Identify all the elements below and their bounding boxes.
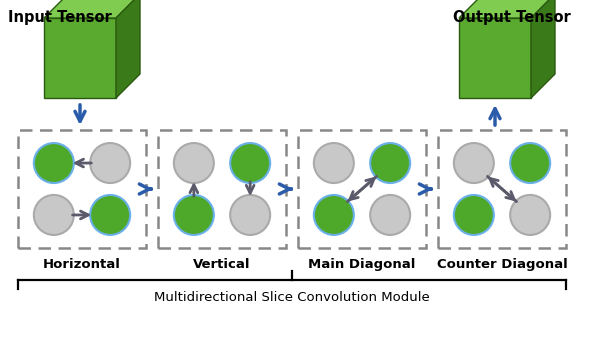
Circle shape	[314, 143, 354, 183]
Polygon shape	[459, 0, 555, 18]
Circle shape	[174, 195, 214, 235]
Bar	[18, 130, 146, 248]
Polygon shape	[44, 18, 116, 98]
Circle shape	[454, 143, 494, 183]
Circle shape	[510, 143, 550, 183]
Circle shape	[90, 143, 130, 183]
Circle shape	[370, 143, 410, 183]
Polygon shape	[116, 0, 140, 98]
Circle shape	[34, 143, 74, 183]
Circle shape	[174, 143, 214, 183]
Circle shape	[454, 195, 494, 235]
Circle shape	[34, 195, 74, 235]
Text: Multidirectional Slice Convolution Module: Multidirectional Slice Convolution Modul…	[154, 291, 430, 304]
Text: Main Diagonal: Main Diagonal	[308, 258, 416, 271]
Text: Output Tensor: Output Tensor	[453, 10, 571, 25]
Bar	[438, 130, 566, 248]
Polygon shape	[459, 18, 531, 98]
Bar	[298, 130, 426, 248]
Circle shape	[230, 143, 270, 183]
Circle shape	[314, 195, 354, 235]
Circle shape	[90, 195, 130, 235]
Polygon shape	[531, 0, 555, 98]
Text: Counter Diagonal: Counter Diagonal	[436, 258, 567, 271]
Bar	[158, 130, 286, 248]
Circle shape	[510, 195, 550, 235]
Polygon shape	[44, 0, 140, 18]
Circle shape	[230, 195, 270, 235]
Text: Horizontal: Horizontal	[43, 258, 121, 271]
Text: Vertical: Vertical	[193, 258, 251, 271]
Circle shape	[370, 195, 410, 235]
Text: Input Tensor: Input Tensor	[8, 10, 112, 25]
